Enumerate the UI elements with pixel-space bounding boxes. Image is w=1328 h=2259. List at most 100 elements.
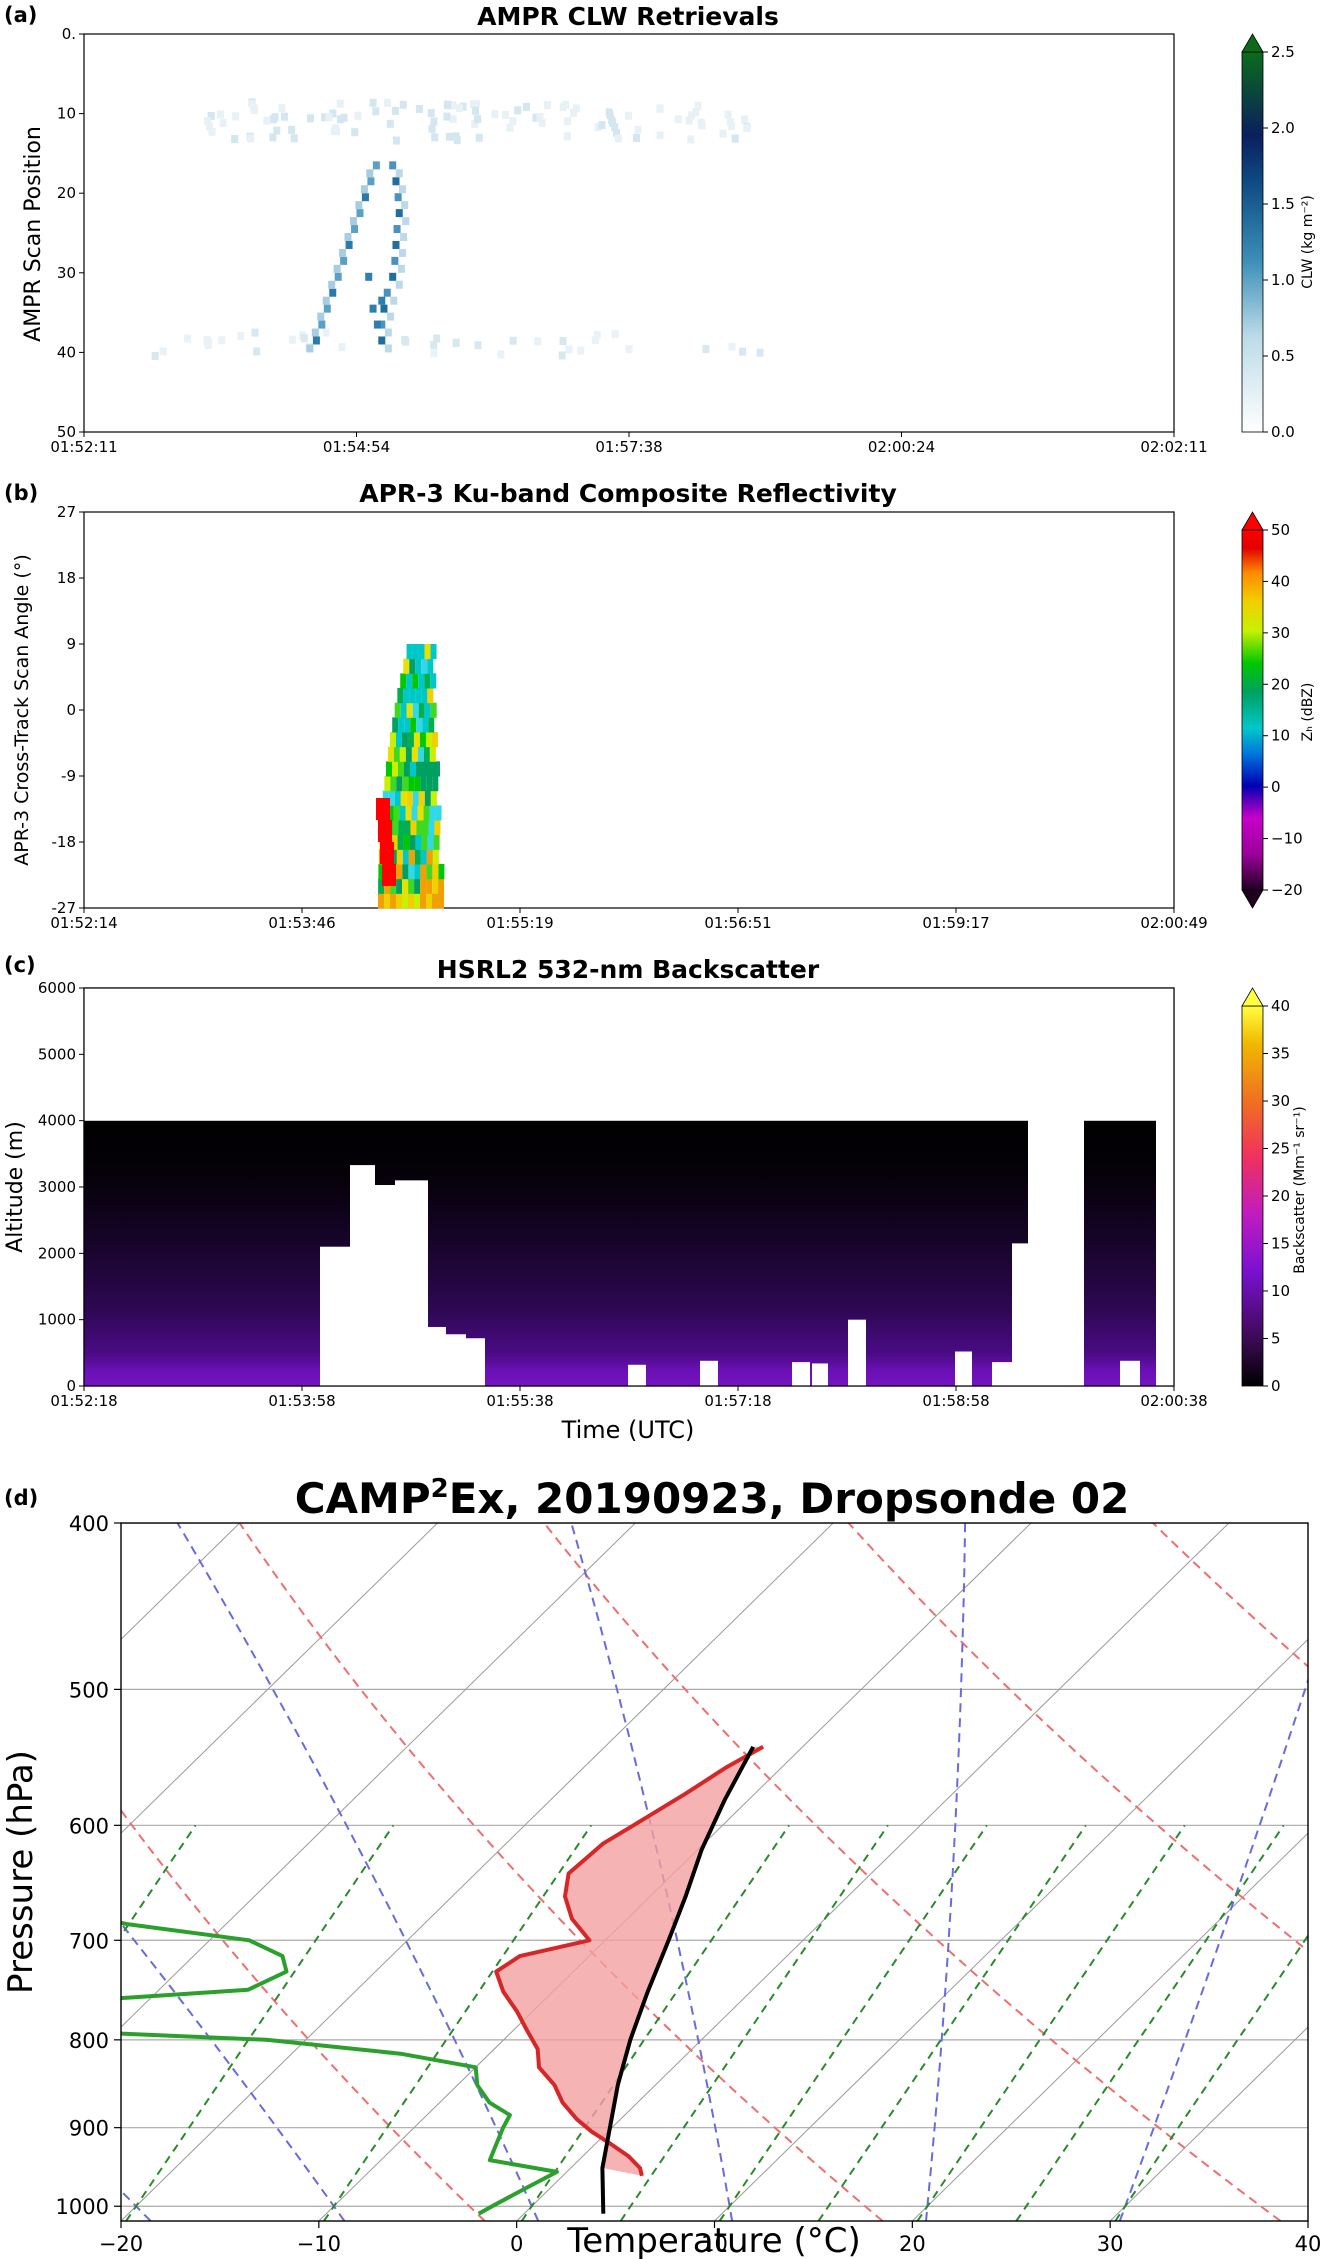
clw-cell — [415, 104, 423, 113]
clw-cell — [674, 115, 682, 124]
apr-cell — [433, 834, 440, 850]
clw-cell — [289, 335, 297, 344]
hsrl-gap — [375, 1185, 395, 1386]
panel-b-y-tick-label: -9 — [61, 767, 76, 785]
apr-cell — [405, 805, 412, 821]
apr-cell — [423, 746, 430, 762]
panel-a-x-tick-label: 01:54:54 — [323, 438, 390, 456]
panel-c-y-ticks: 6000 5000 4000 3000 2000 1000 0 — [38, 979, 84, 1395]
apr-cell — [434, 761, 440, 777]
apr-cell — [427, 834, 434, 850]
apr-cell — [409, 658, 416, 674]
clw-cell — [288, 125, 296, 134]
apr-cell — [414, 849, 421, 865]
clw-cell — [367, 177, 375, 186]
clw-cell — [391, 256, 399, 265]
skewt-mixing-ratio-line — [718, 1824, 988, 2221]
hsrl-gap — [395, 1180, 428, 1386]
apr-cell — [416, 820, 423, 836]
apr-cell — [397, 834, 404, 850]
hsrl-gap — [628, 1364, 646, 1386]
apr-cell — [430, 644, 437, 660]
panel-c-x-tick-label: 01:52:18 — [50, 1392, 117, 1410]
clw-cell — [391, 106, 399, 115]
skewt-isotherm — [516, 1523, 1230, 2221]
clw-cell — [559, 337, 567, 346]
apr-cell — [422, 717, 429, 733]
clw-cell — [349, 217, 357, 226]
apr-cell — [416, 717, 423, 733]
panel-c-cb-tick-label: 10 — [1271, 1282, 1290, 1300]
hsrl-gap — [1156, 1120, 1174, 1386]
skewt-isotherm — [121, 1523, 636, 2028]
skewt-mixing-ratio-line — [916, 1824, 1186, 2221]
apr-cell — [432, 864, 439, 880]
clw-cell — [386, 119, 394, 128]
clw-cell — [340, 256, 348, 265]
clw-cell — [593, 330, 601, 339]
clw-cell — [392, 136, 400, 145]
clw-cell — [203, 117, 211, 126]
panel-b-letter: (b) — [4, 481, 38, 505]
clw-cell — [361, 193, 369, 202]
clw-cell — [402, 217, 410, 226]
apr-cell — [409, 688, 416, 704]
clw-cell — [336, 99, 344, 108]
clw-cell — [452, 339, 460, 348]
clw-cell — [399, 100, 407, 109]
panel-c-x-ticks: 01:52:18 01:53:58 01:55:38 01:57:18 01:58:58… — [50, 1386, 1208, 1410]
skewt-isotherm — [121, 1523, 438, 1834]
apr-cell — [387, 746, 394, 762]
apr-cell — [378, 878, 385, 894]
panel-c-cb-tick-label: 35 — [1271, 1045, 1290, 1063]
clw-cell — [306, 114, 314, 123]
panel-c-x-tick-label: 01:55:38 — [486, 1392, 553, 1410]
clw-cell — [204, 340, 212, 349]
panel-c-y-tick-label: 0 — [66, 1377, 76, 1395]
apr-cell — [432, 893, 438, 909]
clw-cell — [401, 201, 409, 210]
skewt-isotherm — [1109, 2026, 1308, 2221]
clw-cell — [395, 169, 403, 178]
clw-cell — [384, 328, 392, 337]
apr-cell — [402, 878, 409, 894]
skewt-x-tick-label: −20 — [99, 2232, 143, 2256]
skewt-x-label: Temperature (°C) — [566, 2221, 860, 2259]
panel-b-cb-tick-label: 10 — [1271, 727, 1290, 745]
skewt-y-tick-label: 500 — [69, 1678, 109, 1702]
apr-cell — [398, 761, 404, 777]
hsrl-gap — [848, 1319, 866, 1386]
panel-b-x-tick-label: 01:59:17 — [922, 914, 989, 932]
apr-cell — [435, 805, 442, 821]
apr-core-cell — [384, 820, 392, 842]
clw-cell — [731, 134, 739, 143]
clw-cell — [427, 109, 435, 118]
clw-cell — [474, 341, 482, 350]
clw-cell — [443, 112, 451, 121]
panel-b-cb-tick-label: 50 — [1271, 521, 1290, 539]
clw-cell — [329, 109, 337, 118]
apr-cell — [390, 878, 397, 894]
clw-cell — [594, 123, 602, 132]
apr-cell — [427, 658, 434, 674]
apr-cell — [429, 746, 436, 762]
clw-cell — [606, 111, 614, 120]
apr-cell — [418, 673, 425, 689]
panel-c-x-tick-label: 01:57:18 — [704, 1392, 771, 1410]
hsrl-gap — [1120, 1360, 1140, 1386]
skewt-temperature-line — [494, 1745, 765, 2177]
skewt-x-tick-label: 20 — [899, 2232, 926, 2256]
apr-cell — [413, 732, 420, 748]
panel-b-y-tick-label: 0 — [66, 701, 76, 719]
panel-b-y-tick-label: 9 — [66, 635, 76, 653]
clw-cell — [433, 334, 441, 343]
apr-cell — [438, 878, 445, 894]
apr-cell — [414, 878, 421, 894]
panel-b-colorbar-extend-bottom — [1241, 889, 1264, 909]
apr-cell — [432, 878, 439, 894]
apr-cell — [420, 849, 427, 865]
skewt-moist-adiabat — [176, 1523, 540, 2221]
clw-cell — [356, 209, 364, 218]
apr-cell — [396, 893, 402, 909]
panel-a-colorbar-extend — [1241, 33, 1264, 53]
